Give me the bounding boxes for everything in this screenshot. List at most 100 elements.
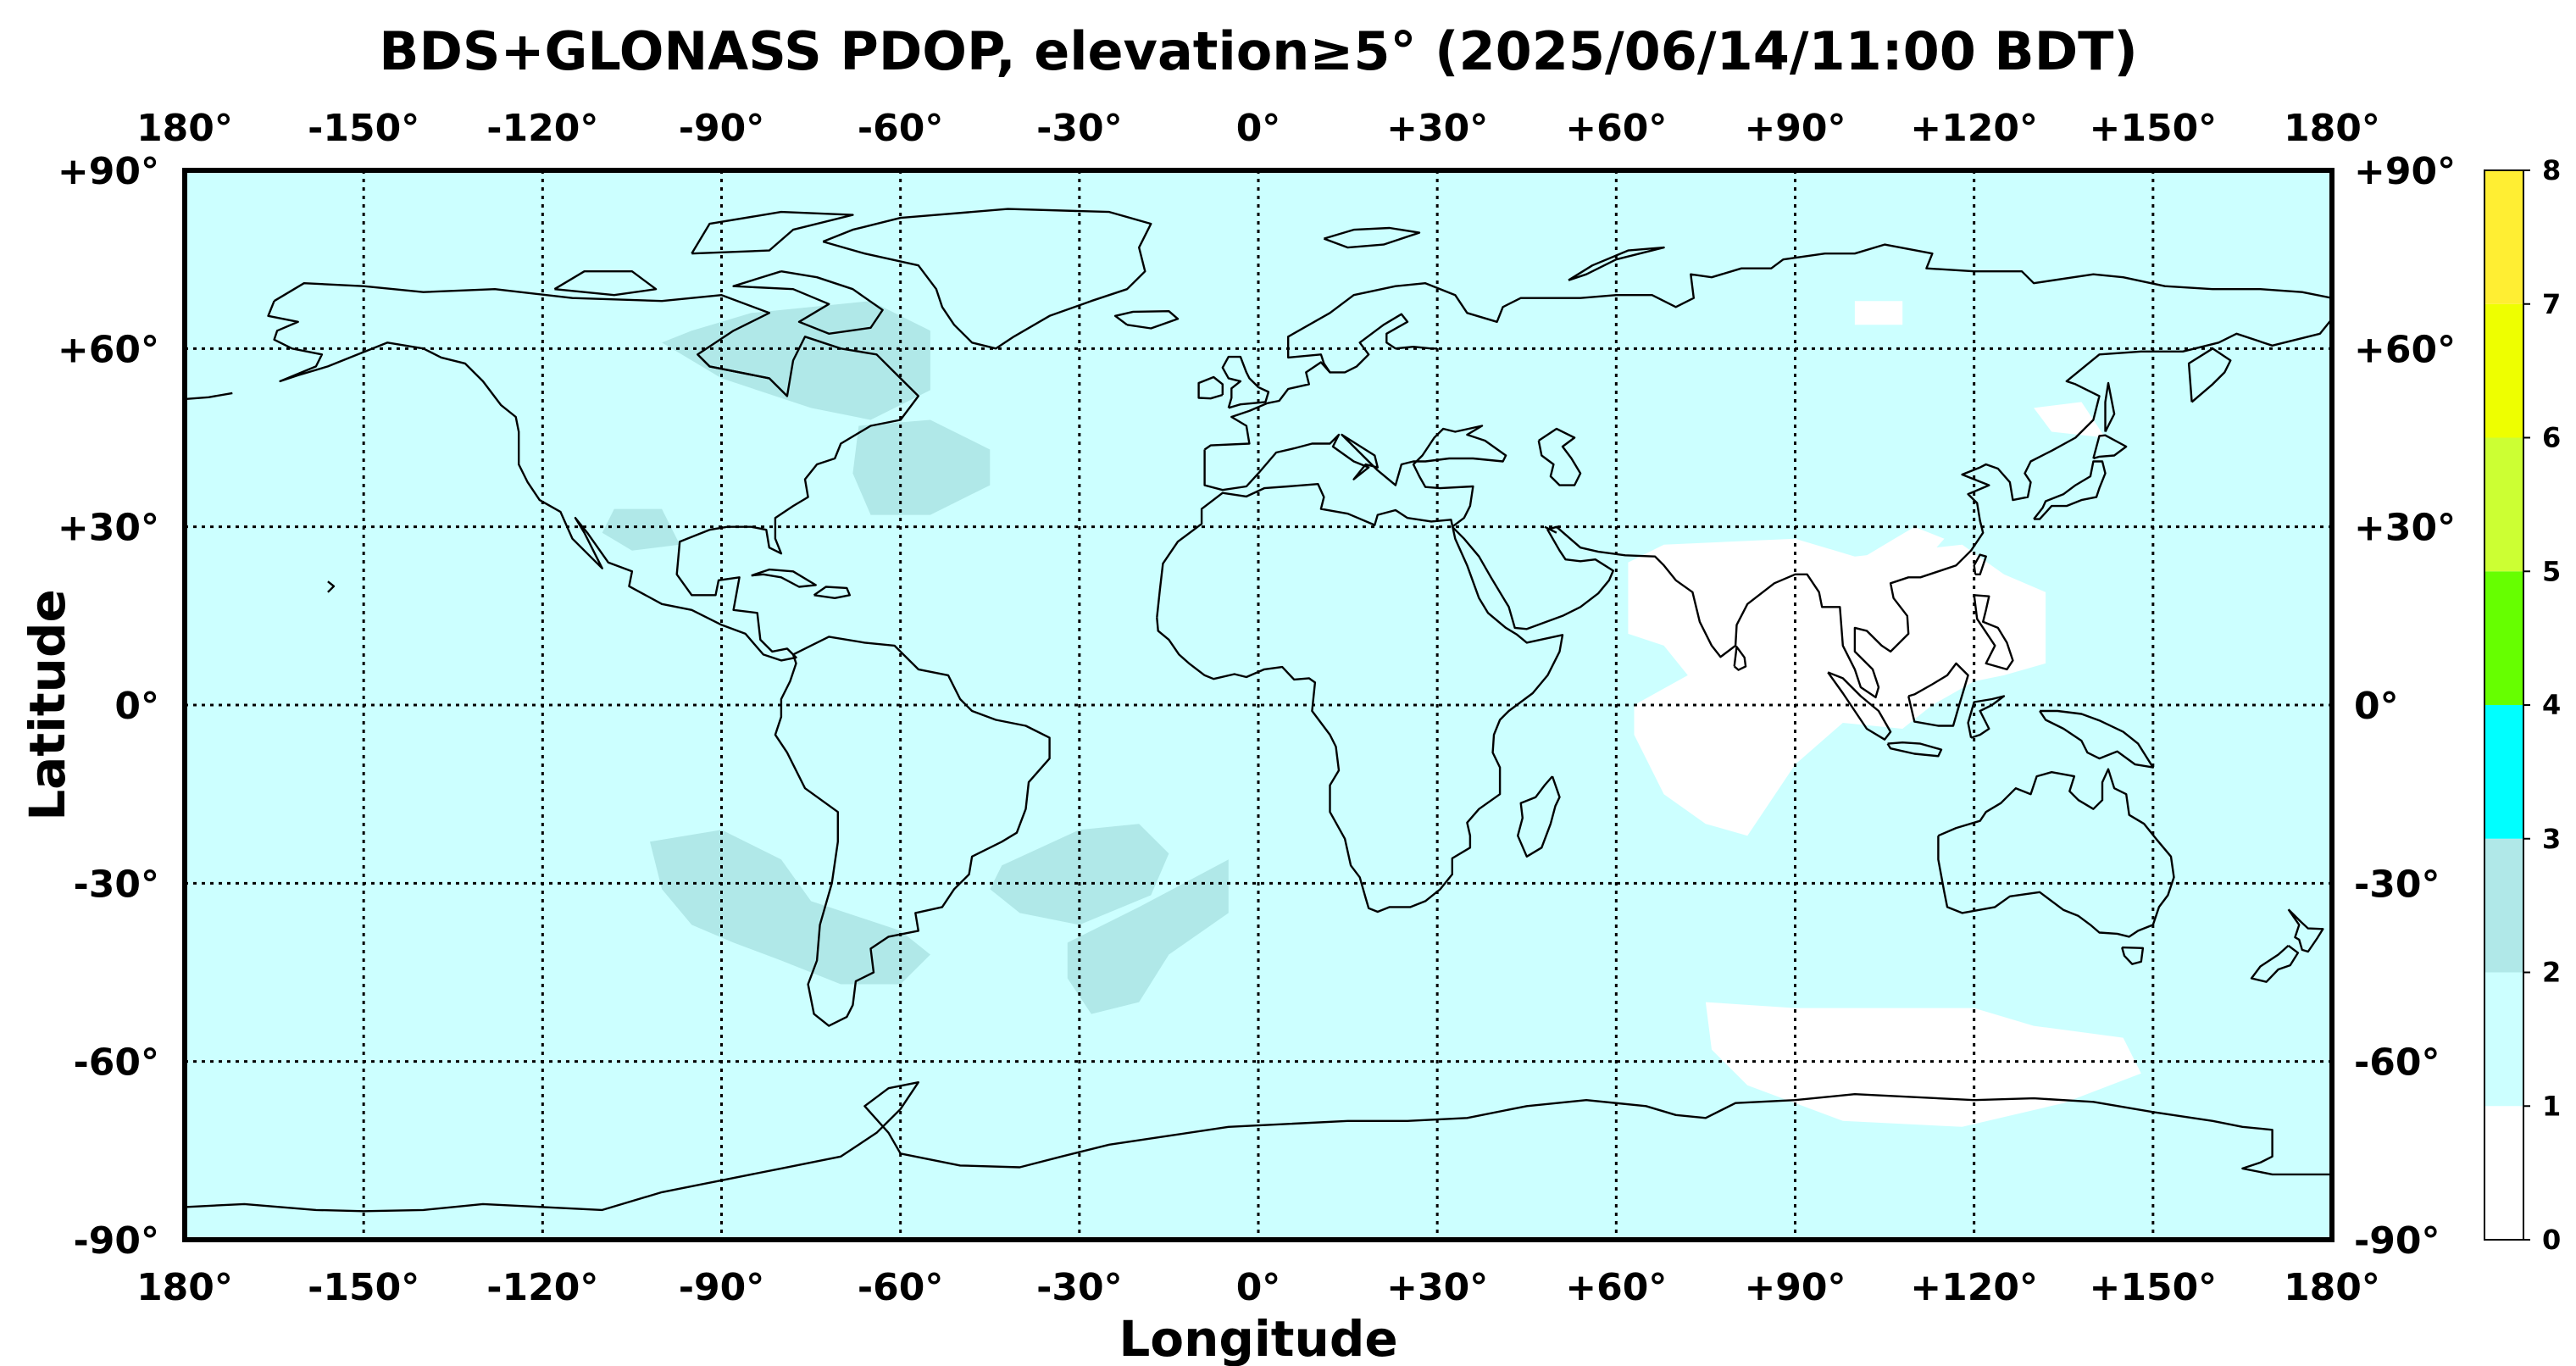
latitude-ticks-right: +90° +60° +30° 0° -30° -60° -90° (2354, 150, 2456, 1263)
pdop-region (2034, 402, 2106, 438)
colorbar-tick-label: 0 (2542, 1224, 2561, 1256)
coast-taiwan (1973, 553, 1987, 575)
longitude-tick-label: +90° (1744, 1266, 1846, 1309)
coast-java (1886, 741, 1943, 758)
coast-nz-south (2250, 944, 2300, 983)
longitude-tick-label: -60° (858, 107, 944, 150)
coast-baffin (732, 270, 884, 335)
longitude-tick-label: 0° (1236, 1266, 1281, 1309)
coast-uk (1221, 355, 1270, 409)
pdop-region (1067, 859, 1229, 1014)
coastlines (185, 208, 2332, 1213)
latitude-tick-label: -30° (74, 863, 160, 906)
coast-ellesmere (691, 210, 854, 255)
pdop-region (650, 830, 930, 985)
pdop-region (602, 508, 680, 551)
map-frame (182, 168, 2334, 1242)
colorbar-segment (2484, 303, 2523, 438)
latitude-tick-label: +60° (2354, 328, 2456, 371)
longitude-tick-label: +60° (1565, 107, 1667, 150)
coast-south-america (774, 636, 1051, 1027)
pdop-region (1705, 1002, 2141, 1127)
longitude-tick-label: -150° (308, 107, 419, 150)
coast-sulawesi (1967, 695, 2006, 739)
latitude-tick-label: -90° (74, 1219, 160, 1263)
pdop-region (1854, 526, 1945, 598)
coast-iceland (1113, 310, 1180, 330)
colorbar-tick-label: 6 (2542, 422, 2561, 454)
pdop-region (1628, 538, 2046, 836)
pdop-region (852, 419, 991, 515)
coast-arabian-peninsula-gulf (1544, 525, 1557, 534)
coast-cuba (751, 568, 817, 588)
longitude-tick-label: 180° (2284, 1266, 2380, 1309)
latitude-tick-label: +90° (58, 150, 159, 193)
longitude-tick-label: 180° (136, 107, 233, 150)
coast-novaya-zemlya (1568, 246, 1665, 281)
latitude-tick-label: 0° (114, 685, 159, 728)
coast-hokkaido (2092, 434, 2128, 460)
x-axis-label: Longitude (1119, 1310, 1397, 1366)
longitude-ticks-bottom: 180° -150° -120° -90° -60° -30° 0° +30° +60° +90°… (136, 1266, 2380, 1309)
coast-madagascar (1516, 775, 1561, 858)
pdop-region (662, 301, 930, 420)
colorbar-segment (2484, 838, 2523, 973)
latitude-tick-label: +90° (2354, 150, 2456, 193)
coast-sri-lanka (1733, 646, 1747, 671)
latitude-tick-label: 0° (2354, 685, 2399, 728)
coast-nz-north (2287, 908, 2324, 953)
latitude-tick-label: +30° (2354, 507, 2456, 550)
latitude-tick-label: -90° (2354, 1219, 2440, 1263)
coast-caspian (1537, 427, 1582, 486)
colorbar-tick-label: 2 (2542, 957, 2561, 989)
longitude-tick-label: 180° (136, 1266, 233, 1309)
coast-antarctica (185, 1080, 2332, 1213)
coast-new-guinea (2039, 709, 2155, 769)
coast-tasmania (2121, 946, 2145, 965)
colorbar-segment (2484, 437, 2523, 572)
longitude-tick-label: -120° (486, 1266, 598, 1309)
longitude-tick-label: -90° (679, 1266, 765, 1309)
colorbar-tick-label: 7 (2542, 288, 2561, 320)
y-axis-label: Latitude (19, 589, 76, 821)
coast-australia (1937, 768, 2175, 938)
colorbar-tick-label: 1 (2542, 1090, 2561, 1122)
gridlines (185, 170, 2332, 1240)
chart-title: BDS+GLONASS PDOP, elevation≥5° (2025/06/… (379, 20, 2138, 82)
colorbar-segment (2484, 705, 2523, 839)
coast-north-america (267, 282, 920, 662)
pdop-regions (602, 301, 2141, 1127)
longitude-tick-label: +60° (1565, 1266, 1667, 1309)
latitude-ticks-left: +90° +60° +30° 0° -30° -60° -90° (58, 150, 159, 1263)
coast-philippines (1973, 594, 2014, 671)
longitude-tick-label: +90° (1744, 107, 1846, 150)
colorbar-segment (2484, 1106, 2523, 1240)
latitude-tick-label: -30° (2354, 863, 2440, 906)
colorbar-segment (2484, 571, 2523, 705)
map-area (182, 168, 2334, 1242)
longitude-tick-label: +30° (1386, 107, 1488, 150)
latitude-tick-label: +30° (58, 507, 159, 550)
longitude-tick-label: +120° (1910, 107, 2038, 150)
coast-svalbard (1323, 226, 1421, 249)
longitude-tick-label: -30° (1036, 1266, 1123, 1309)
latitude-tick-label: +60° (58, 328, 159, 371)
colorbar-tick-label: 4 (2542, 689, 2561, 721)
colorbar-tick-label: 3 (2542, 823, 2561, 855)
longitude-tick-label: -90° (679, 107, 765, 150)
coast-scandinavia-inner (1330, 313, 1438, 374)
coast-greenland (822, 208, 1152, 350)
longitude-tick-label: +150° (2089, 107, 2217, 150)
latitude-tick-label: -60° (2354, 1041, 2440, 1085)
colorbar: 0 1 2 3 4 5 6 7 8 (2484, 154, 2561, 1256)
coast-sumatra (1827, 671, 1892, 741)
colorbar-segment (2484, 170, 2523, 304)
colorbar-tick-label: 8 (2542, 154, 2561, 186)
colorbar-segment (2484, 972, 2523, 1107)
longitude-tick-label: +120° (1910, 1266, 2038, 1309)
latitude-tick-label: -60° (74, 1041, 160, 1085)
coast-hispaniola (813, 586, 851, 599)
longitude-tick-label: -60° (858, 1266, 944, 1309)
coast-eurasia (1203, 243, 2332, 699)
